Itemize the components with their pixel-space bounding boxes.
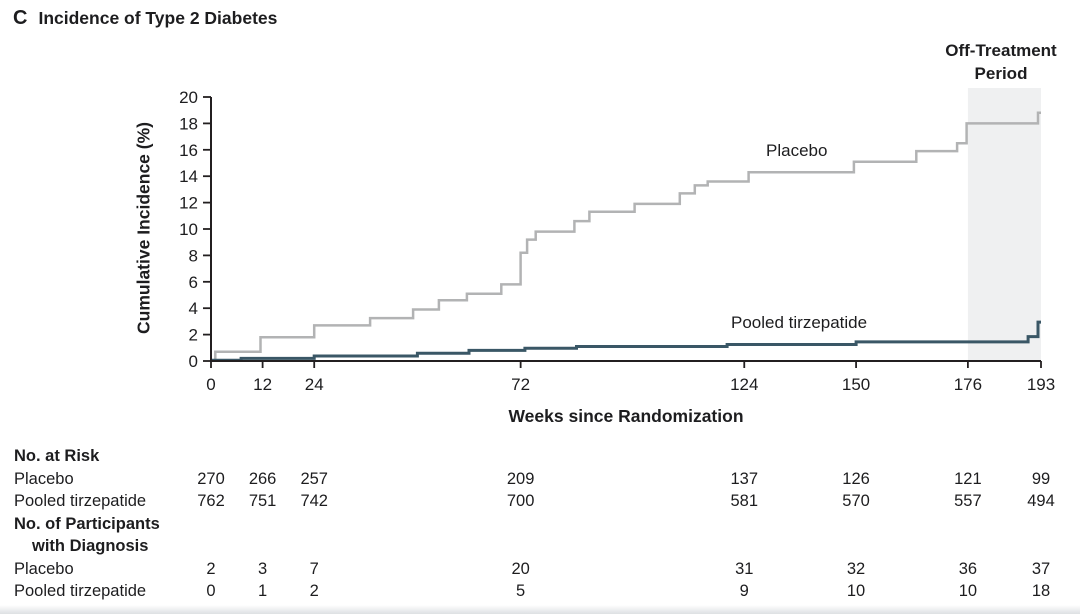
- risk-value: 742: [300, 492, 328, 510]
- table-row-label: Placebo: [14, 469, 74, 488]
- risk-value: 9: [739, 582, 749, 600]
- risk-value: 270: [197, 469, 225, 488]
- y-tick-label: 6: [189, 273, 198, 292]
- y-tick-label: 0: [189, 352, 198, 371]
- risk-value: 2: [309, 582, 319, 600]
- risk-value: 751: [248, 492, 277, 510]
- risk-value: 10: [846, 582, 866, 600]
- table-row-label: Placebo: [14, 559, 74, 578]
- table-section-header: No. of Participants: [14, 514, 160, 533]
- risk-value: 570: [842, 492, 870, 510]
- risk-value: 494: [1027, 492, 1055, 510]
- risk-value: 20: [511, 559, 530, 578]
- y-tick-label: 8: [189, 246, 198, 265]
- risk-value: 762: [197, 492, 225, 510]
- risk-value: 700: [506, 492, 535, 510]
- risk-value: 266: [248, 469, 277, 488]
- table-row-label: Pooled tirzepatide: [14, 582, 147, 600]
- risk-value: 0: [206, 582, 216, 600]
- risk-value: 209: [506, 469, 535, 488]
- bottom-edge-shadow: [0, 605, 1080, 614]
- risk-value: 3: [258, 559, 268, 578]
- x-tick-label: 150: [842, 375, 870, 394]
- off-treatment-line1: Off-Treatment: [945, 41, 1057, 60]
- risk-value: 99: [1031, 469, 1051, 488]
- x-tick-label: 24: [305, 375, 324, 394]
- risk-value: 37: [1031, 559, 1051, 578]
- y-tick-label: 4: [189, 299, 198, 318]
- x-tick-label: 12: [253, 375, 272, 394]
- x-tick-label: 193: [1027, 375, 1055, 394]
- table-section-header: No. at Risk: [14, 447, 100, 465]
- y-tick-label: 18: [179, 114, 198, 133]
- risk-value: 581: [730, 492, 759, 510]
- x-tick-label: 124: [730, 375, 758, 394]
- panel-letter: C: [13, 7, 28, 29]
- placebo-curve: [211, 111, 1041, 362]
- placebo-series-label: Placebo: [766, 141, 828, 160]
- risk-value: 32: [846, 559, 866, 578]
- panel-title: C Incidence of Type 2 Diabetes: [13, 7, 277, 30]
- x-axis-title: Weeks since Randomization: [508, 406, 744, 426]
- y-tick-label: 10: [179, 220, 198, 239]
- x-tick-label: 72: [511, 375, 530, 394]
- off-treatment-region: [967, 88, 1041, 361]
- risk-value: 126: [842, 469, 870, 488]
- risk-value: 121: [954, 469, 982, 488]
- risk-value: 10: [958, 582, 978, 600]
- risk-value: 137: [730, 469, 759, 488]
- risk-value: 36: [958, 559, 978, 578]
- off-treatment-period-label: Off-Treatment Period: [928, 39, 1074, 85]
- risk-value: 2: [206, 559, 216, 578]
- tirzepatide-series-label: Pooled tirzepatide: [731, 313, 868, 332]
- panel-title-text: Incidence of Type 2 Diabetes: [38, 8, 278, 28]
- y-tick-label: 12: [179, 194, 198, 213]
- tirzepatide-curve: [211, 320, 1041, 362]
- table-section-header: with Diagnosis: [32, 537, 149, 555]
- risk-value: 1: [258, 582, 268, 600]
- risk-value: 5: [516, 582, 526, 600]
- risk-value: 18: [1031, 582, 1051, 600]
- off-treatment-line2: Period: [974, 64, 1028, 83]
- y-tick-label: 20: [179, 88, 198, 107]
- table-row-label: Pooled tirzepatide: [14, 492, 147, 510]
- risk-value: 257: [300, 469, 328, 488]
- x-tick-label: 0: [206, 375, 215, 394]
- y-tick-label: 2: [189, 326, 198, 345]
- risk-value: 557: [954, 492, 982, 510]
- y-tick-label: 16: [179, 141, 198, 160]
- risk-value: 7: [309, 559, 319, 578]
- risk-value: 31: [735, 559, 754, 578]
- x-tick-label: 176: [954, 375, 982, 394]
- y-tick-label: 14: [179, 167, 198, 186]
